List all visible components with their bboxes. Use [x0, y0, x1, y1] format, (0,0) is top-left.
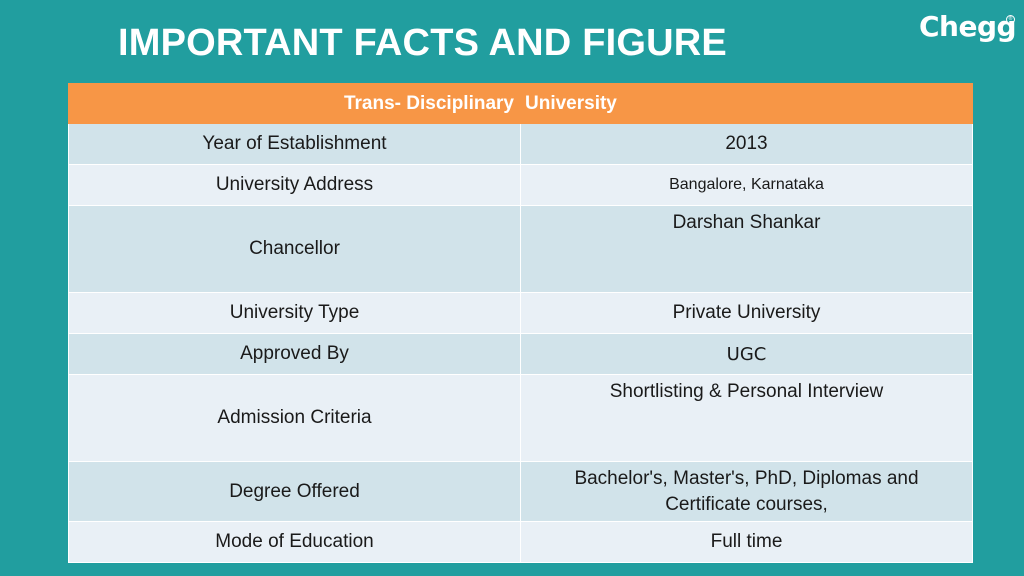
registered-mark-icon: ® — [1006, 15, 1015, 24]
row-value: 2013 — [520, 123, 973, 165]
row-value: Private University — [520, 292, 973, 334]
page-title: IMPORTANT FACTS AND FIGURE — [118, 22, 727, 64]
row-value: Bachelor's, Master's, PhD, Diplomas and … — [520, 461, 973, 522]
row-label: Year of Establishment — [68, 123, 521, 165]
row-value: Darshan Shankar — [520, 205, 973, 293]
row-label: Admission Criteria — [68, 374, 521, 462]
table-header-row: Trans- Disciplinary University — [68, 83, 973, 124]
table-row: Mode of Education Full time — [68, 521, 973, 563]
row-label: Approved By — [68, 333, 521, 375]
row-value: Bangalore, Karnataka — [520, 164, 973, 206]
table-row: University Address Bangalore, Karnataka — [68, 164, 973, 206]
row-label: University Address — [68, 164, 521, 206]
table-row: Approved By UGC — [68, 333, 973, 375]
table-row: Year of Establishment 2013 — [68, 123, 973, 165]
table-heading-left: Trans- Disciplinary — [68, 83, 521, 124]
row-label: Chancellor — [68, 205, 521, 293]
row-label: University Type — [68, 292, 521, 334]
table-row: University Type Private University — [68, 292, 973, 334]
table-row: Degree Offered Bachelor's, Master's, PhD… — [68, 461, 973, 522]
table-heading-right: University — [520, 83, 973, 124]
row-value: Shortlisting & Personal Interview — [520, 374, 973, 462]
facts-table: Trans- Disciplinary University Year of E… — [68, 83, 973, 563]
row-label: Mode of Education — [68, 521, 521, 563]
row-label: Degree Offered — [68, 461, 521, 522]
table-row: Admission Criteria Shortlisting & Person… — [68, 374, 973, 462]
table-row: Chancellor Darshan Shankar — [68, 205, 973, 293]
row-value: UGC — [520, 333, 973, 375]
row-value: Full time — [520, 521, 973, 563]
chegg-logo: Chegg — [919, 10, 1017, 43]
